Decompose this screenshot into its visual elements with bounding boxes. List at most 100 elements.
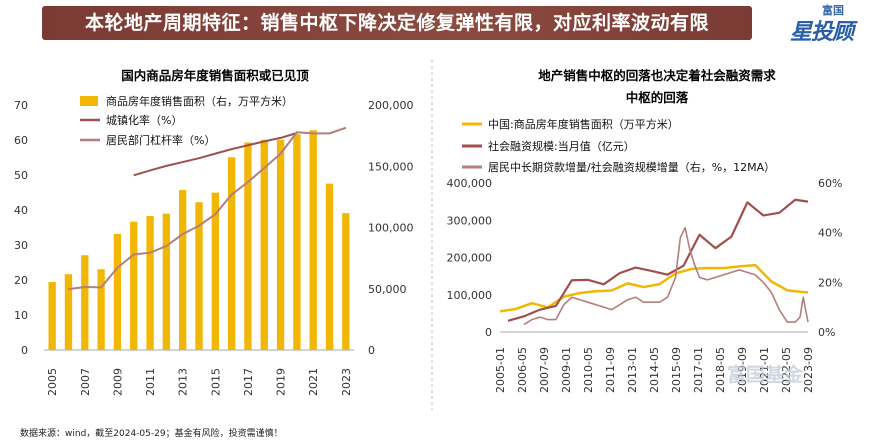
left-chart-x-tick-label: 2009 xyxy=(111,368,124,396)
left-chart-left-tick-label: 50 xyxy=(14,169,28,182)
right-chart-x-tick-label: 2011-09 xyxy=(604,347,617,393)
right-chart-sales-area-line xyxy=(499,263,809,313)
left-chart-x-tick-label: 2007 xyxy=(79,368,92,396)
left-chart-bar xyxy=(130,221,138,350)
right-chart-x-tick-label: 2010-05 xyxy=(582,347,595,393)
left-chart-urbanization-line xyxy=(133,132,298,177)
left-chart-bars xyxy=(48,130,350,350)
left-chart-x-tick-label: 2023 xyxy=(340,368,353,396)
left-chart-right-tick-label: 50,000 xyxy=(368,283,407,296)
left-chart-legend-label: 城镇化率（%） xyxy=(106,113,182,127)
left-chart: 国内商品房年度销售面积或已见顶 0 10 20 30 40 50 60 70 0 50,000 1… xyxy=(14,68,414,396)
right-chart-legend-label: 社会融资规模:当月值（亿元） xyxy=(488,139,635,153)
left-chart-bar xyxy=(146,216,154,350)
left-chart-left-tick-label: 20 xyxy=(14,274,28,287)
right-chart-x-tick-label: 2023-09 xyxy=(802,347,815,393)
right-chart-household-loan-ratio-line xyxy=(523,226,809,326)
right-chart-x-axis-ticks: 2005-01 2006-05 2007-09 2009-01 2010-05 2011-… xyxy=(494,347,815,393)
logo-main-text: 星投顾 xyxy=(790,20,854,45)
right-chart-left-tick-label: 200,000 xyxy=(447,252,493,265)
right-chart-x-tick-label: 2022-05 xyxy=(780,347,793,393)
left-chart-right-tick-label: 0 xyxy=(368,344,375,357)
left-chart-household-leverage-line xyxy=(68,126,347,291)
left-chart-x-tick-label: 2019 xyxy=(275,368,288,396)
right-chart-right-tick-label: 40% xyxy=(818,227,842,240)
right-chart-x-tick-label: 2015-09 xyxy=(670,347,683,393)
footer-source-note: 数据来源：wind，截至2024-05-29；基金有风险，投资需谨慎！ xyxy=(20,429,283,439)
left-chart-bar xyxy=(309,130,317,350)
right-chart-x-tick-label: 2006-05 xyxy=(516,347,529,393)
left-chart-left-tick-label: 70 xyxy=(14,99,28,112)
right-chart-social-financing-line xyxy=(507,198,809,322)
left-chart-x-tick-label: 2021 xyxy=(307,368,320,396)
left-chart-bar xyxy=(260,139,268,350)
left-chart-right-tick-label: 100,000 xyxy=(368,222,414,235)
banner-title: 本轮地产周期特征：销售中枢下降决定修复弹性有限，对应利率波动有限 xyxy=(84,12,709,34)
left-chart-bar xyxy=(195,202,203,350)
right-chart-x-tick-label: 2014-05 xyxy=(648,347,661,393)
right-chart-x-tick-label: 2009-01 xyxy=(560,347,573,393)
right-chart-left-tick-label: 300,000 xyxy=(447,214,493,227)
left-chart-x-tick-label: 2015 xyxy=(209,368,222,396)
right-chart-x-tick-label: 2005-01 xyxy=(494,347,507,393)
left-chart-bar xyxy=(97,269,105,350)
right-chart-legend-label: 居民中长期贷款增量/社会融资规模增量（右，%，12MA） xyxy=(488,160,775,174)
right-chart-left-tick-label: 100,000 xyxy=(447,289,493,302)
banner: 本轮地产周期特征：销售中枢下降决定修复弹性有限，对应利率波动有限 富国 星投顾 xyxy=(0,0,870,48)
left-chart-bar xyxy=(48,282,56,350)
left-chart-bar xyxy=(81,255,89,350)
left-chart-right-axis-ticks: 0 50,000 100,000 150,000 200,000 xyxy=(368,99,414,357)
left-chart-left-tick-label: 40 xyxy=(14,204,28,217)
left-chart-bar xyxy=(342,213,350,350)
left-chart-left-tick-label: 0 xyxy=(21,344,28,357)
right-chart-x-tick-label: 2017-01 xyxy=(692,347,705,393)
left-chart-bar xyxy=(179,190,187,350)
left-chart-bar xyxy=(276,139,285,350)
left-chart-lines xyxy=(68,126,347,291)
right-chart-x-tick-label: 2013-01 xyxy=(626,347,639,393)
left-chart-x-tick-label: 2011 xyxy=(144,368,157,396)
left-chart-x-tick-label: 2005 xyxy=(46,368,59,396)
logo-top-text: 富国 xyxy=(822,4,844,17)
right-chart: 地产销售中枢的回落也决定着社会融资需求 中枢的回落 0 100,000 200,00… xyxy=(447,68,843,393)
left-chart-x-tick-label: 2017 xyxy=(242,368,255,396)
left-chart-right-tick-label: 150,000 xyxy=(368,160,414,173)
right-chart-left-tick-label: 0 xyxy=(485,326,492,339)
right-chart-left-tick-label: 400,000 xyxy=(447,177,493,190)
left-chart-title: 国内商品房年度销售面积或已见顶 xyxy=(121,68,309,83)
right-chart-right-tick-label: 60% xyxy=(818,177,842,190)
left-chart-bar xyxy=(113,233,122,350)
left-chart-legend-label: 商品房年度销售面积（右，万平方米） xyxy=(106,94,293,108)
right-chart-legend: 中国:商品房年度销售面积（万平方米） 社会融资规模:当月值（亿元） 居民中长期贷款增… xyxy=(462,117,775,174)
right-chart-title-line1: 地产销售中枢的回落也决定着社会融资需求 xyxy=(538,68,776,83)
left-chart-bar xyxy=(244,142,252,350)
left-chart-x-tick-label: 2013 xyxy=(177,368,190,396)
right-chart-right-tick-label: 20% xyxy=(818,276,842,289)
right-chart-legend-label: 中国:商品房年度销售面积（万平方米） xyxy=(488,117,679,131)
left-chart-left-axis-ticks: 0 10 20 30 40 50 60 70 xyxy=(14,99,28,357)
left-chart-x-axis-ticks: 2005 2007 2009 2011 2013 2015 2017 2019 2021 2023 xyxy=(46,368,353,396)
left-chart-left-tick-label: 10 xyxy=(14,309,28,322)
right-chart-title-line2: 中枢的回落 xyxy=(626,90,689,105)
left-chart-bar xyxy=(162,213,171,350)
right-chart-x-tick-label: 2021-01 xyxy=(758,347,771,393)
left-chart-bar xyxy=(293,134,301,350)
left-chart-left-tick-label: 60 xyxy=(14,134,28,147)
left-chart-bar xyxy=(325,183,334,350)
right-chart-x-tick-label: 2007-09 xyxy=(538,347,551,393)
right-chart-right-axis-ticks: 0% 20% 40% 60% xyxy=(818,177,842,339)
left-chart-legend-swatch xyxy=(80,96,98,106)
left-chart-bar xyxy=(64,274,73,350)
right-chart-left-axis-ticks: 0 100,000 200,000 300,000 400,000 xyxy=(447,177,493,339)
watermark: 富国基金 xyxy=(727,364,804,386)
banner-background xyxy=(42,6,752,40)
right-chart-x-tick-label: 2018-05 xyxy=(714,347,727,393)
right-chart-x-tick-label: 2019-09 xyxy=(736,347,749,393)
left-chart-bar xyxy=(227,157,236,350)
left-chart-legend-label: 居民部门杠杆率（%） xyxy=(106,133,215,147)
left-chart-legend: 商品房年度销售面积（右，万平方米） 城镇化率（%） 居民部门杠杆率（%） xyxy=(80,94,293,147)
right-chart-right-tick-label: 0% xyxy=(818,326,835,339)
right-chart-lines xyxy=(499,198,809,326)
left-chart-right-tick-label: 200,000 xyxy=(368,99,414,112)
